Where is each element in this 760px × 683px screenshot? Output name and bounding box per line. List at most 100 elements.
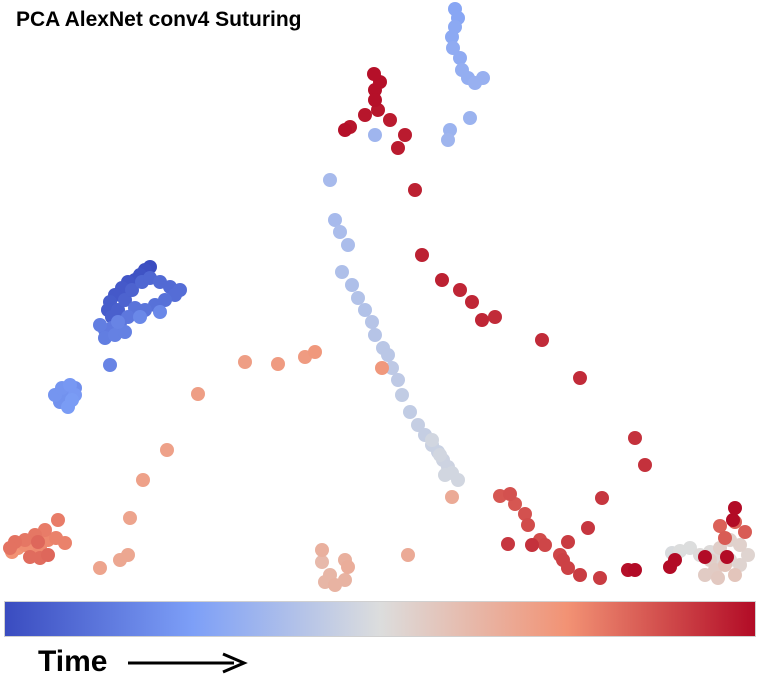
scatter-point: [628, 563, 642, 577]
scatter-point: [475, 313, 489, 327]
chart-title: PCA AlexNet conv4 Suturing: [16, 8, 302, 31]
scatter-point: [368, 128, 382, 142]
scatter-point: [433, 448, 447, 462]
scatter-point: [445, 490, 459, 504]
scatter-point: [415, 248, 429, 262]
scatter-point: [435, 273, 449, 287]
scatter-point: [573, 568, 587, 582]
scatter-point: [476, 71, 490, 85]
scatter-point: [338, 123, 352, 137]
scatter-point: [308, 345, 322, 359]
scatter-point: [365, 315, 379, 329]
scatter-point: [123, 511, 137, 525]
scatter-point: [453, 283, 467, 297]
scatter-point: [191, 387, 205, 401]
scatter-point: [403, 405, 417, 419]
scatter-point: [93, 561, 107, 575]
colorbar-label: Time: [38, 645, 108, 678]
scatter-point: [593, 571, 607, 585]
scatter-point: [741, 548, 755, 562]
scatter-point: [136, 473, 150, 487]
scatter-point: [425, 433, 439, 447]
scatter-point: [383, 113, 397, 127]
scatter-point: [118, 293, 132, 307]
scatter-point: [23, 550, 37, 564]
scatter-point: [411, 418, 425, 432]
scatter-point: [683, 541, 697, 555]
scatter-point: [358, 303, 372, 317]
scatter-point: [271, 357, 285, 371]
scatter-point: [451, 473, 465, 487]
scatter-point: [338, 573, 352, 587]
scatter-point: [713, 519, 727, 533]
scatter-point: [31, 535, 45, 549]
scatter-point: [391, 141, 405, 155]
scatter-point: [668, 553, 682, 567]
scatter-point: [463, 111, 477, 125]
scatter-point: [398, 128, 412, 142]
scatter-point: [358, 108, 372, 122]
scatter-point: [525, 538, 539, 552]
scatter-point: [93, 318, 107, 332]
scatter-point: [581, 521, 595, 535]
scatter-point: [41, 548, 55, 562]
scatter-point: [395, 388, 409, 402]
scatter-point: [738, 525, 752, 539]
scatter-point: [561, 561, 575, 575]
scatter-point: [503, 487, 517, 501]
scatter-point: [726, 513, 740, 527]
scatter-point: [488, 310, 502, 324]
scatter-point: [367, 67, 381, 81]
scatter-point: [465, 295, 479, 309]
scatter-point: [381, 348, 395, 362]
scatter-point: [718, 531, 732, 545]
scatter-point: [535, 333, 549, 347]
scatter-point: [595, 491, 609, 505]
scatter-point: [368, 93, 382, 107]
scatter-point: [65, 393, 79, 407]
scatter-point: [118, 325, 132, 339]
scatter-point: [153, 305, 167, 319]
scatter-point: [133, 310, 147, 324]
scatter-point: [3, 541, 17, 555]
scatter-point: [720, 550, 734, 564]
scatter-point: [315, 555, 329, 569]
scatter-point: [445, 30, 459, 44]
scatter-plot: [3, 2, 755, 592]
scatter-point: [113, 553, 127, 567]
scatter-point: [628, 431, 642, 445]
scatter-point: [341, 238, 355, 252]
right-arrow-icon: [128, 652, 248, 674]
scatter-point: [328, 213, 342, 227]
scatter-point: [391, 373, 405, 387]
scatter-point: [323, 173, 337, 187]
scatter-point: [441, 133, 455, 147]
scatter-point: [538, 538, 552, 552]
scatter-point: [401, 548, 415, 562]
scatter-point: [375, 361, 389, 375]
scatter-point: [335, 265, 349, 279]
scatter-point: [341, 560, 355, 574]
scatter-point: [518, 507, 532, 521]
scatter-point: [638, 458, 652, 472]
scatter-point: [351, 291, 365, 305]
scatter-point: [58, 536, 72, 550]
scatter-point: [385, 361, 399, 375]
scatter-point: [333, 225, 347, 239]
scatter-point: [408, 183, 422, 197]
scatter-point: [501, 537, 515, 551]
scatter-point: [453, 51, 467, 65]
scatter-point: [160, 443, 174, 457]
scatter-point: [238, 355, 252, 369]
scatter-point: [728, 501, 742, 515]
scatter-point: [315, 543, 329, 557]
scatter-point: [438, 468, 452, 482]
scatter-point: [103, 358, 117, 372]
scatter-point: [561, 535, 575, 549]
scatter-point: [698, 568, 712, 582]
scatter-point: [573, 371, 587, 385]
scatter-point: [368, 328, 382, 342]
scatter-point: [345, 278, 359, 292]
time-colorbar: [4, 601, 756, 637]
scatter-point: [446, 41, 460, 55]
